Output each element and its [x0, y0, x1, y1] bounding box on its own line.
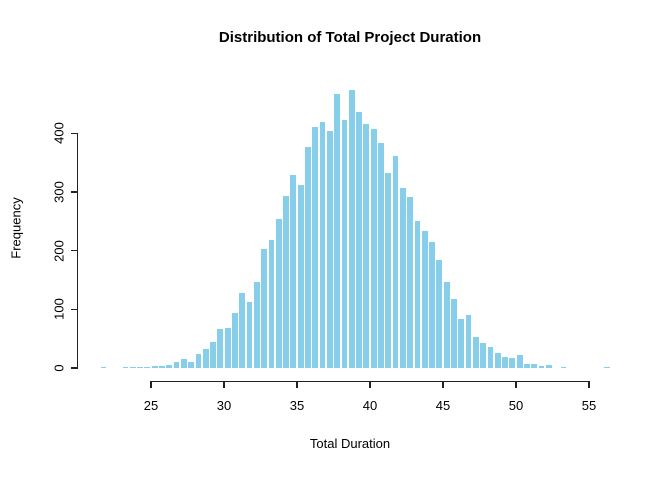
- histogram-bar: [246, 301, 253, 368]
- histogram-bar: [545, 365, 552, 368]
- histogram-bar: [261, 248, 268, 368]
- x-tick: [296, 382, 298, 389]
- x-tick-label: 50: [508, 398, 524, 413]
- y-tick: [70, 308, 77, 311]
- histogram-bar: [370, 129, 377, 368]
- histogram-bar: [436, 260, 443, 368]
- histogram-bar: [502, 356, 508, 368]
- histogram-bar: [129, 367, 136, 368]
- chart-title: Distribution of Total Project Duration: [218, 29, 482, 46]
- histogram-bar: [392, 155, 399, 368]
- histogram-bar: [210, 342, 216, 368]
- x-tick: [442, 382, 444, 389]
- histogram-bar: [604, 367, 611, 368]
- histogram-bar: [195, 353, 202, 368]
- histogram-bar: [538, 366, 545, 368]
- histogram-bar: [122, 367, 129, 368]
- histogram-bar: [312, 127, 319, 368]
- x-axis-line: [150, 380, 590, 382]
- histogram-bar: [524, 363, 530, 368]
- histogram-bar: [217, 329, 224, 368]
- histogram-bar: [407, 197, 414, 368]
- histogram-bar: [465, 315, 472, 368]
- histogram-bar: [414, 220, 421, 368]
- y-tick: [70, 367, 77, 369]
- histogram-bar: [487, 347, 494, 368]
- histogram-bar: [100, 367, 107, 368]
- x-tick-label: 35: [289, 398, 305, 413]
- histogram-bar: [290, 174, 297, 368]
- y-tick: [70, 249, 77, 252]
- histogram-bar: [494, 353, 501, 368]
- x-tick-label: 40: [362, 398, 378, 413]
- x-tick-label: 55: [581, 398, 597, 413]
- histogram-bar: [458, 319, 465, 368]
- y-tick-label: 300: [51, 181, 67, 203]
- histogram-bar: [268, 239, 275, 368]
- y-tick: [70, 132, 77, 134]
- x-tick: [588, 382, 590, 389]
- x-tick: [223, 382, 225, 389]
- histogram-bar: [472, 337, 479, 368]
- y-tick-label: 200: [51, 239, 67, 262]
- histogram-bar: [239, 293, 246, 368]
- histogram-bar: [283, 196, 289, 368]
- x-axis-label: Total Duration: [309, 436, 391, 451]
- histogram-bar: [151, 366, 158, 368]
- histogram-bar: [202, 349, 209, 368]
- histogram-bar: [509, 358, 516, 368]
- histogram-bar: [429, 242, 435, 368]
- histogram-bar: [399, 188, 406, 368]
- y-tick-label: 100: [51, 298, 67, 321]
- histogram-bar: [356, 111, 362, 368]
- x-tick: [369, 382, 371, 389]
- histogram-bar: [480, 342, 487, 368]
- histogram-bar: [378, 143, 384, 368]
- histogram-bar: [319, 121, 326, 368]
- histogram-bar: [173, 362, 180, 368]
- x-tick-label: 25: [143, 398, 159, 413]
- histogram-bar: [348, 90, 355, 368]
- histogram-bar: [560, 366, 567, 368]
- histogram-bar: [421, 230, 428, 368]
- histogram-bar: [253, 282, 260, 368]
- histogram-bar: [159, 365, 165, 368]
- y-tick: [70, 191, 77, 193]
- histogram-bar: [326, 130, 333, 368]
- histogram-bar: [137, 367, 143, 368]
- histogram-bar: [363, 123, 370, 368]
- x-tick: [150, 382, 152, 389]
- histogram-bar: [305, 146, 311, 368]
- y-axis-line: [76, 132, 79, 369]
- histogram-bar: [334, 93, 341, 368]
- histogram-bar: [166, 365, 173, 368]
- histogram-bar: [275, 218, 282, 368]
- histogram-bar: [144, 366, 151, 368]
- x-tick-label: 30: [216, 398, 232, 413]
- histogram-bar: [443, 282, 450, 368]
- histogram-bar: [224, 327, 231, 368]
- y-tick-label: 0: [51, 364, 67, 372]
- histogram-bar: [385, 172, 392, 368]
- histogram-bar: [341, 120, 348, 368]
- histogram-bar: [188, 361, 195, 368]
- histogram-bar: [232, 312, 238, 368]
- y-tick-label: 400: [51, 122, 67, 145]
- x-tick-label: 45: [435, 398, 451, 413]
- histogram-bar: [531, 364, 538, 368]
- histogram-bar: [516, 354, 523, 368]
- histogram-bar: [180, 358, 187, 368]
- histogram-bar: [451, 299, 457, 368]
- x-tick: [515, 382, 517, 389]
- histogram-bar: [297, 184, 304, 368]
